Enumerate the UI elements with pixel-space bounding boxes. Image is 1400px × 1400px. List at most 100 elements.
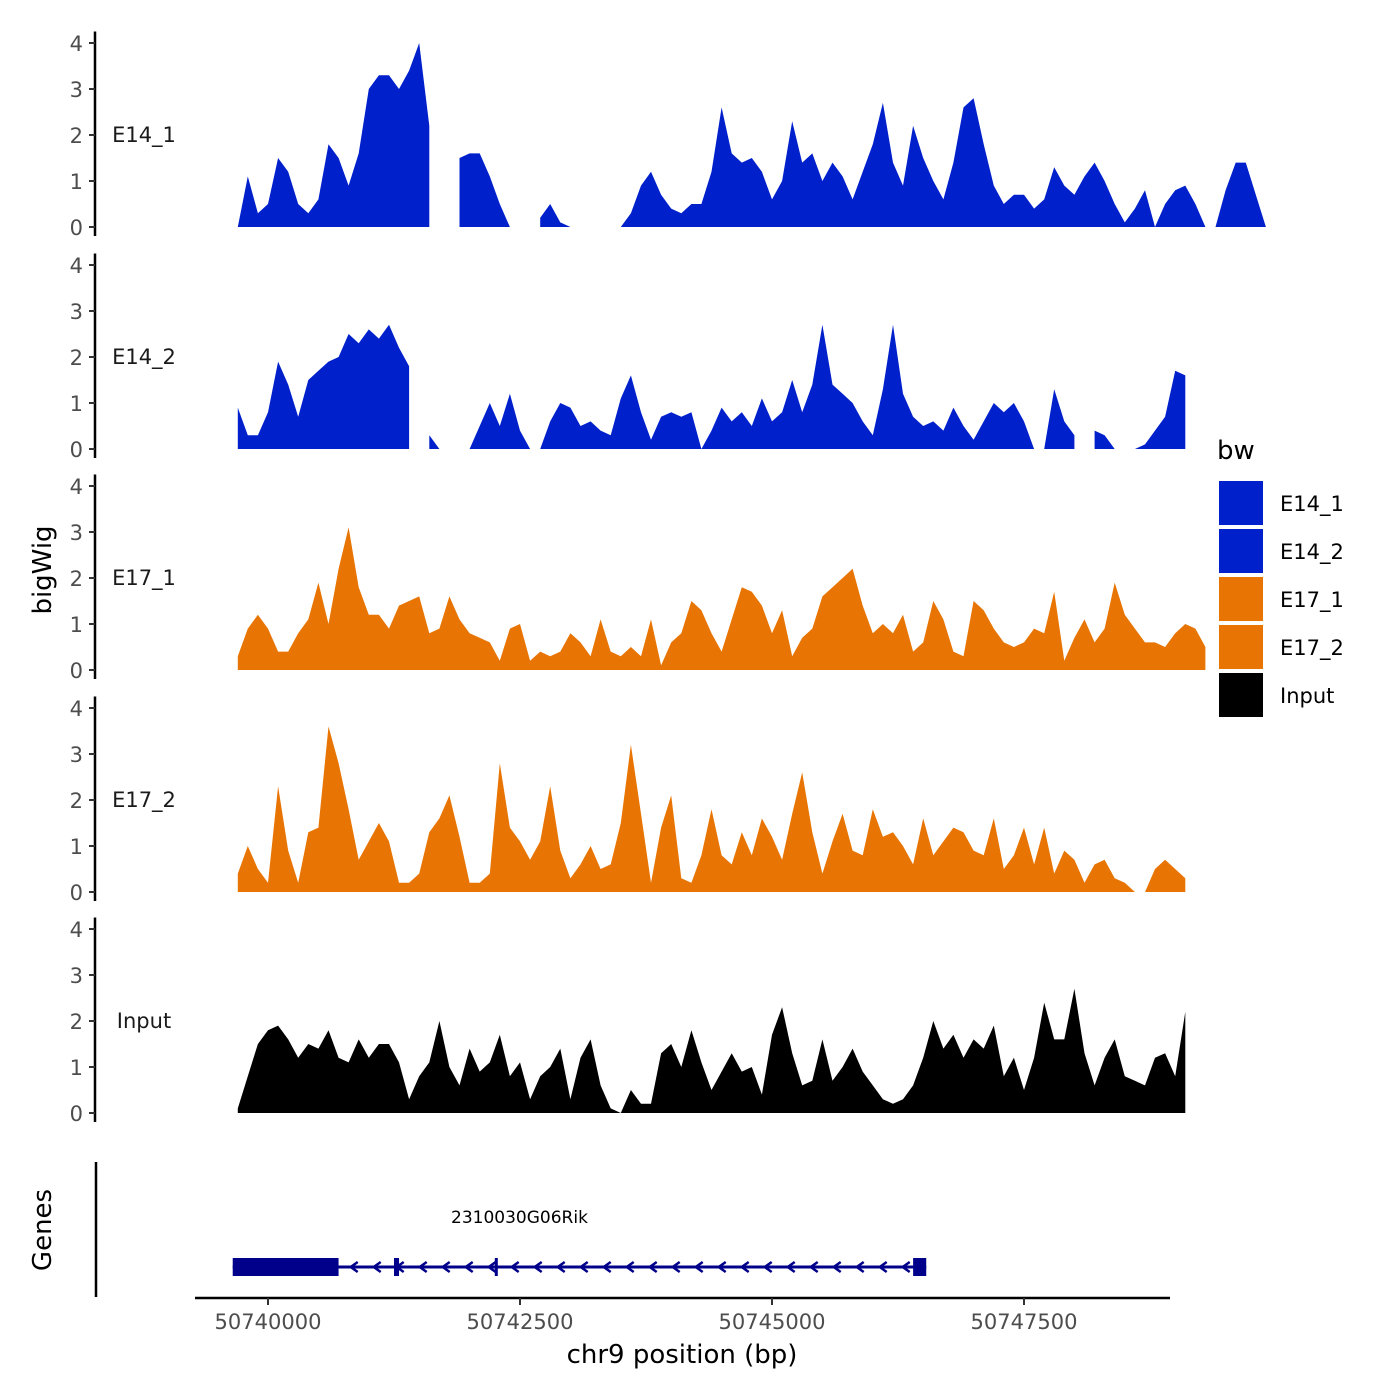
legend-title: bw: [1217, 436, 1255, 466]
gene-exon: [494, 1258, 498, 1276]
track-input: 0 1 2 3 4 Input: [70, 917, 1186, 1126]
y-axis-title: bigWig: [28, 525, 58, 614]
genes-axis-title: Genes: [28, 1189, 58, 1271]
strand-arrow: [509, 1260, 520, 1274]
y-tick-label: 3: [70, 78, 83, 102]
strand-arrow: [670, 1260, 681, 1274]
x-ticks: 50740000 50742500 50745000 50747500: [215, 1298, 1078, 1334]
y-tick-label: 1: [70, 613, 83, 637]
strand-arrow: [486, 1260, 497, 1274]
strand-arrow: [463, 1260, 474, 1274]
y-tick-label: 0: [70, 216, 83, 240]
y-tick-label: 4: [70, 697, 83, 721]
track-label: E14_1: [112, 123, 176, 148]
track-e17-2: 0 1 2 3 4 E17_2: [70, 696, 1186, 905]
y-tick-label: 4: [70, 254, 83, 278]
strand-arrow: [624, 1260, 635, 1274]
signal-area: [237, 988, 1186, 1113]
signal-area: [237, 527, 1206, 670]
strand-arrow: [854, 1260, 865, 1274]
y-tick-label: 3: [70, 521, 83, 545]
track-e14-1: 0 1 2 3 4 E14_1: [70, 31, 1266, 240]
y-tick-label: 4: [70, 475, 83, 499]
strand-arrow: [762, 1260, 773, 1274]
legend-label: Input: [1280, 684, 1334, 708]
signal-area: [540, 98, 1266, 227]
legend: bw E14_1 E14_2 E17_1 E17_2 Input: [1217, 436, 1344, 719]
legend-key: [1217, 623, 1265, 671]
signal-area: [459, 153, 510, 227]
y-tick-label: 0: [70, 438, 83, 462]
strand-arrow: [578, 1260, 589, 1274]
track-label: E17_2: [112, 788, 176, 813]
strand-arrow: [417, 1260, 428, 1274]
legend-items: E14_1 E14_2 E17_1 E17_2 Input: [1217, 479, 1344, 719]
x-tick-label: 50745000: [719, 1310, 826, 1334]
track-label: Input: [117, 1009, 171, 1033]
gene-exon: [232, 1258, 339, 1276]
strand-arrow: [647, 1260, 658, 1274]
signal-area: [237, 726, 1186, 892]
legend-label: E14_1: [1280, 492, 1344, 517]
gene-name: 2310030G06Rik: [451, 1208, 588, 1228]
legend-key: [1217, 671, 1265, 719]
y-tick-label: 2: [70, 346, 83, 370]
legend-key: [1217, 527, 1265, 575]
x-tick-label: 50740000: [215, 1310, 322, 1334]
strand-arrow: [808, 1260, 819, 1274]
gene-exon: [913, 1258, 927, 1276]
strand-arrow: [900, 1260, 911, 1274]
strand-arrow: [785, 1260, 796, 1274]
y-tick-label: 3: [70, 964, 83, 988]
strand-arrow: [831, 1260, 842, 1274]
signal-tracks: 0 1 2 3 4 E14_1 0 1 2 3 4 E14_2 0 1 2 3 4 E17_1 0 1 2 3 4 E17_2…: [70, 31, 1266, 1126]
signal-area: [429, 324, 1075, 449]
gene-glyphs: 2310030G06Rik: [232, 1208, 927, 1276]
x-axis: 50740000 50742500 50745000 50747500 chr9 po…: [195, 1296, 1170, 1370]
strand-arrow: [532, 1260, 543, 1274]
strand-arrow: [440, 1260, 451, 1274]
legend-key: [1217, 575, 1265, 623]
legend-label: E17_1: [1280, 588, 1344, 613]
signal-area: [237, 43, 430, 227]
legend-label: E17_2: [1280, 636, 1344, 661]
signal-area: [1094, 370, 1186, 449]
track-e17-1: 0 1 2 3 4 E17_1: [70, 474, 1206, 683]
y-tick-label: 0: [70, 881, 83, 905]
track-e14-2: 0 1 2 3 4 E14_2: [70, 253, 1186, 462]
y-tick-label: 0: [70, 1102, 83, 1126]
genes-panel: Genes 2310030G06Rik: [28, 1162, 927, 1297]
y-tick-label: 4: [70, 32, 83, 56]
gene-exon: [394, 1258, 400, 1276]
x-axis-title: chr9 position (bp): [567, 1340, 798, 1370]
strand-arrow: [739, 1260, 750, 1274]
y-tick-label: 4: [70, 918, 83, 942]
y-tick-label: 1: [70, 170, 83, 194]
x-tick-label: 50747500: [971, 1310, 1078, 1334]
strand-arrow: [371, 1260, 382, 1274]
y-tick-label: 2: [70, 124, 83, 148]
x-tick-label: 50742500: [467, 1310, 574, 1334]
track-label: E17_1: [112, 566, 176, 591]
y-tick-label: 1: [70, 1056, 83, 1080]
strand-arrow: [693, 1260, 704, 1274]
y-tick-label: 0: [70, 659, 83, 683]
y-tick-label: 2: [70, 789, 83, 813]
strand-arrow: [348, 1260, 359, 1274]
legend-key: [1217, 479, 1265, 527]
strand-arrow: [555, 1260, 566, 1274]
y-tick-label: 2: [70, 567, 83, 591]
legend-label: E14_2: [1280, 540, 1344, 565]
y-tick-label: 1: [70, 392, 83, 416]
gene-model: 2310030G06Rik: [232, 1208, 927, 1276]
strand-arrow: [877, 1260, 888, 1274]
y-tick-label: 3: [70, 300, 83, 324]
strand-arrow: [601, 1260, 612, 1274]
y-tick-label: 1: [70, 835, 83, 859]
y-tick-label: 3: [70, 743, 83, 767]
signal-area: [237, 324, 410, 449]
y-tick-label: 2: [70, 1010, 83, 1034]
track-label: E14_2: [112, 345, 176, 370]
strand-arrow: [716, 1260, 727, 1274]
